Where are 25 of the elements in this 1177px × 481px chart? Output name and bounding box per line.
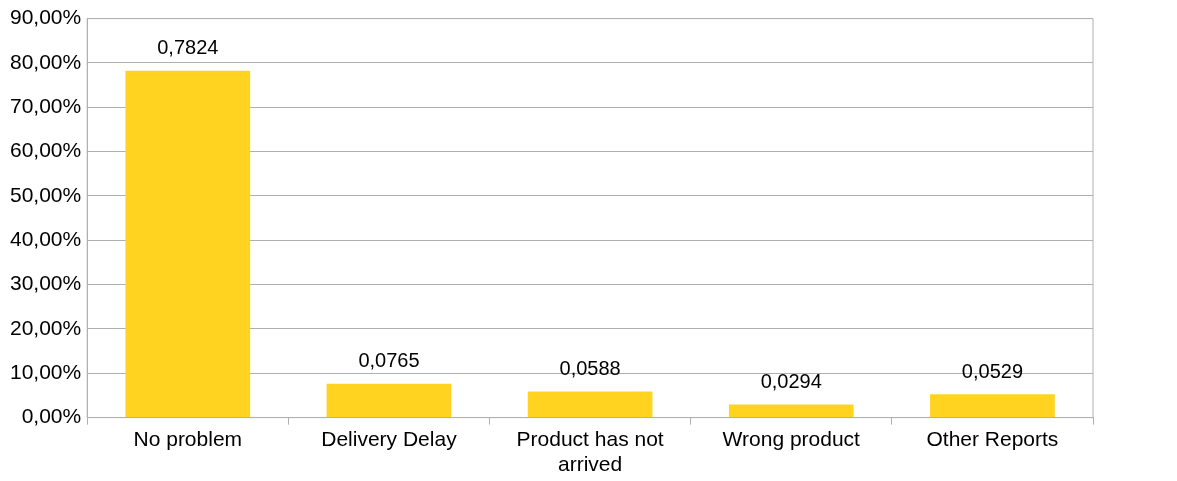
- x-tick-label: Other Reports: [926, 427, 1059, 450]
- y-tick-label: 70,00%: [9, 94, 82, 118]
- y-tick-label: 20,00%: [9, 315, 82, 339]
- y-tick-label: 90,00%: [9, 5, 82, 29]
- y-tick-label: 60,00%: [9, 138, 82, 162]
- y-tick-label: 80,00%: [9, 49, 82, 73]
- x-tick-label: Product has not arrived: [516, 427, 664, 476]
- y-tick-label: 40,00%: [9, 227, 82, 251]
- bar: [326, 383, 452, 418]
- data-label: 0,0294: [760, 370, 822, 393]
- x-tick-label: Wrong product: [722, 427, 861, 450]
- data-label: 0,7824: [157, 36, 219, 59]
- x-tick-label: No problem: [133, 427, 243, 450]
- bar: [125, 70, 251, 418]
- data-label: 0,0529: [961, 359, 1024, 382]
- bar: [930, 394, 1055, 418]
- y-tick-label: 30,00%: [9, 271, 82, 295]
- data-label: 0,0765: [358, 349, 420, 372]
- y-tick-label: 50,00%: [9, 182, 82, 206]
- data-label: 0,0588: [559, 357, 621, 380]
- bar: [728, 404, 854, 418]
- bar: [527, 391, 653, 418]
- y-tick-label: 10,00%: [9, 360, 82, 384]
- y-tick-label: 0,00%: [21, 404, 82, 428]
- x-tick-label: Delivery Delay: [321, 427, 458, 450]
